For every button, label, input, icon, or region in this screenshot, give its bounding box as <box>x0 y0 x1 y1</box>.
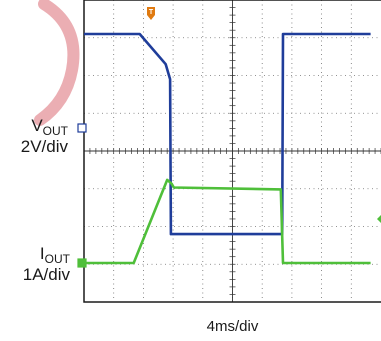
iout-ground-marker <box>77 258 87 268</box>
trigger-marker-icon <box>147 7 155 20</box>
iout-channel-label: IOUT 1A/div <box>0 244 70 284</box>
iout-level-arrow <box>377 215 381 223</box>
plot-frame <box>83 0 381 303</box>
iout-trace <box>84 178 371 265</box>
vout-ground-marker <box>77 123 87 133</box>
iout-scale-label: 1A/div <box>22 265 70 284</box>
watermark-arc <box>34 0 80 126</box>
iout-label-main: I <box>39 244 45 263</box>
iout-label-sub: OUT <box>44 252 70 266</box>
vout-label-main: V <box>31 116 43 135</box>
vout-label-sub: OUT <box>42 124 68 138</box>
vout-channel-label: VOUT 2V/div <box>0 116 68 156</box>
x-axis-label: 4ms/div <box>206 318 259 335</box>
trigger-marker-label: T <box>149 9 154 16</box>
vout-scale-label: 2V/div <box>20 137 68 156</box>
vout-trace <box>84 32 371 236</box>
